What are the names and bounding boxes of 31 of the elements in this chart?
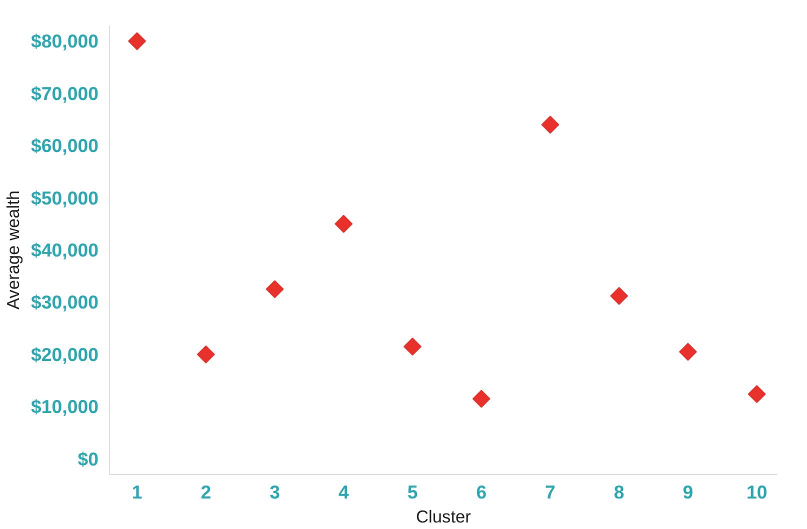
x-tick-label: 4: [338, 482, 350, 502]
x-tick-label: 9: [682, 482, 694, 502]
x-tick-label: 8: [614, 482, 624, 502]
x-tick-label: 1: [132, 482, 142, 502]
point: [128, 32, 146, 50]
y-tick-label: $80,000: [31, 30, 99, 52]
y-axis-title: Average wealth: [3, 190, 24, 310]
x-tick-label: 3: [270, 482, 280, 502]
x-tick-label: 2: [200, 482, 212, 502]
point: [404, 338, 422, 356]
point: [748, 385, 766, 404]
point: [678, 342, 697, 361]
y-tick-label: $20,000: [31, 344, 99, 365]
y-tick-label: $60,000: [31, 135, 99, 156]
x-tick-label: 10: [746, 482, 768, 502]
y-tick-label: $30,000: [31, 292, 99, 313]
y-tick-label: $40,000: [31, 240, 99, 260]
y-tick-label: $10,000: [31, 396, 99, 418]
x-axis-title: Cluster: [416, 506, 472, 526]
point: [472, 390, 490, 408]
x-tick-label: 6: [476, 482, 487, 502]
y-tick-label: $0: [78, 448, 99, 470]
point: [610, 286, 628, 305]
point: [334, 214, 353, 233]
x-tick-label: 5: [407, 482, 418, 502]
point: [196, 345, 215, 364]
point: [541, 116, 560, 134]
x-tick-label: 7: [545, 482, 556, 502]
point: [266, 280, 284, 298]
y-tick-label: $70,000: [31, 82, 99, 104]
y-tick-label: $50,000: [31, 187, 99, 208]
